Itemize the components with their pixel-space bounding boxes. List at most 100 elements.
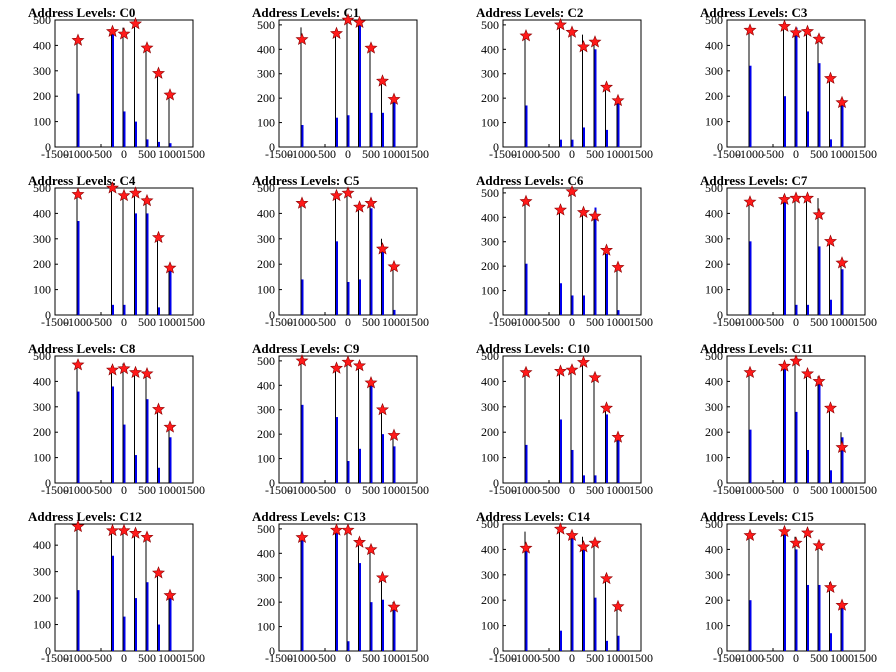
x-tick-label: 1000 [382, 651, 406, 665]
subplot-title: Address Levels: C7 [700, 173, 808, 188]
y-tick-label: 300 [705, 232, 723, 246]
count-bar [525, 263, 528, 315]
red-star-icon [376, 74, 389, 87]
red-star-icon [152, 66, 165, 79]
x-tick-label: -1000 [64, 483, 92, 497]
y-tick-label: 100 [705, 451, 723, 465]
red-star-icon [364, 542, 378, 556]
x-tick-label: -1500 [41, 483, 69, 497]
count-bar [393, 446, 396, 483]
x-tick-label: -1500 [713, 315, 741, 329]
x-tick-label: 1000 [830, 147, 854, 161]
count-bar [560, 630, 562, 651]
y-tick-label: 0 [45, 140, 51, 154]
count-bar [382, 246, 384, 315]
y-tick-label: 100 [257, 452, 275, 466]
x-tick-label: -500 [538, 147, 560, 161]
x-tick-label: -1000 [288, 651, 316, 665]
red-star-icon [106, 363, 119, 376]
y-tick-label: 0 [493, 140, 499, 154]
red-star-icon [565, 184, 579, 198]
count-bar [571, 536, 574, 651]
x-tick-label: -1500 [489, 315, 517, 329]
x-tick-label: 1500 [405, 651, 429, 665]
subplot-c0: Address Levels: C0-1500-1000-500 0 500 1000… [28, 5, 205, 161]
count-bar [301, 279, 304, 315]
x-tick-label: 0 [345, 315, 351, 329]
y-tick-label: 400 [33, 38, 51, 52]
subplot-title: Address Levels: C11 [700, 341, 813, 356]
count-bar [583, 295, 585, 315]
y-tick-label: 300 [257, 571, 275, 585]
count-bar [807, 304, 809, 315]
y-tick-label: 500 [705, 181, 723, 195]
y-tick-label: 200 [705, 257, 723, 271]
y-tick-label: 0 [269, 644, 275, 658]
red-star-icon [577, 40, 590, 53]
red-star-icon [341, 355, 355, 368]
red-star-icon [295, 32, 309, 46]
red-star-icon [789, 536, 803, 549]
x-tick-label: -500 [314, 483, 336, 497]
count-bar [359, 563, 361, 651]
y-tick-label: 300 [33, 64, 51, 78]
x-tick-label: -1000 [736, 147, 764, 161]
count-bar [77, 391, 80, 483]
count-bar [571, 295, 574, 315]
red-star-icon [577, 355, 590, 368]
count-bar [784, 198, 786, 315]
count-bar [382, 599, 384, 651]
y-tick-label: 200 [705, 89, 723, 103]
axes-frame [278, 523, 418, 652]
count-bar [77, 590, 80, 651]
count-bar [146, 139, 149, 147]
x-tick-label: 0 [793, 483, 799, 497]
count-bar [359, 448, 361, 483]
x-tick-label: 500 [586, 483, 604, 497]
y-tick-label: 200 [33, 591, 51, 605]
y-tick-label: 100 [481, 451, 499, 465]
count-bar [617, 100, 620, 147]
y-tick-label: 300 [33, 565, 51, 579]
count-bar [594, 597, 597, 651]
red-star-icon [801, 526, 814, 539]
red-star-icon [554, 203, 567, 216]
red-star-icon [330, 188, 343, 202]
count-bar [606, 414, 608, 483]
red-star-icon [163, 420, 177, 433]
x-tick-label: -1000 [512, 315, 540, 329]
x-tick-label: 0 [345, 147, 351, 161]
x-tick-label: 1500 [181, 483, 205, 497]
count-bar [146, 213, 149, 315]
x-tick-label: 1000 [158, 483, 182, 497]
y-tick-label: 100 [33, 618, 51, 632]
red-star-icon [140, 41, 154, 54]
x-tick-label: -500 [762, 315, 784, 329]
subplot-c11: Address Levels: C11-1500-1000-500 0 500 100… [700, 341, 877, 497]
y-tick-label: 400 [481, 210, 499, 224]
red-star-icon [835, 598, 849, 611]
count-bar [795, 549, 798, 651]
x-tick-label: -500 [90, 315, 112, 329]
x-tick-label: 500 [362, 651, 380, 665]
red-star-icon [330, 361, 343, 374]
x-tick-label: 1000 [830, 483, 854, 497]
red-star-icon [600, 571, 613, 585]
red-star-icon [106, 24, 119, 37]
y-tick-label: 400 [33, 538, 51, 552]
count-bar [123, 304, 126, 315]
x-tick-label: 0 [121, 483, 127, 497]
x-tick-label: -1000 [512, 483, 540, 497]
x-tick-label: 0 [121, 315, 127, 329]
red-star-icon [341, 186, 355, 199]
count-bar [135, 213, 137, 315]
y-tick-label: 500 [33, 181, 51, 195]
red-star-icon [778, 359, 791, 372]
red-star-icon [129, 186, 142, 199]
x-tick-label: 1000 [606, 315, 630, 329]
y-tick-label: 300 [33, 400, 51, 414]
y-tick-label: 300 [705, 64, 723, 78]
red-star-icon [387, 600, 401, 613]
red-star-icon [152, 402, 165, 415]
subplot-c2: Address Levels: C2-1500-1000-500 0 500 1000… [476, 5, 653, 161]
